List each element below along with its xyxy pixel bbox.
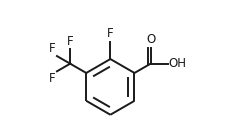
Text: F: F — [49, 72, 56, 85]
Text: F: F — [67, 35, 73, 48]
Text: F: F — [49, 42, 56, 55]
Text: O: O — [146, 33, 155, 46]
Text: F: F — [107, 27, 114, 40]
Text: OH: OH — [168, 57, 186, 70]
